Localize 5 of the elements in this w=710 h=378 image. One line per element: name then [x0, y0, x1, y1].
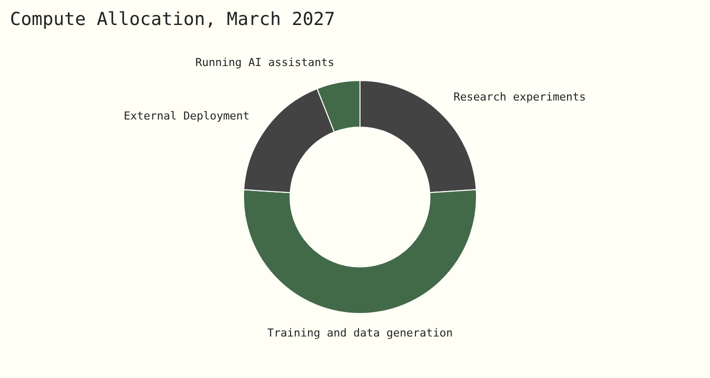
slice-label: Research experiments	[453, 90, 586, 104]
chart-title: Compute Allocation, March 2027	[10, 9, 336, 30]
slice-label: Training and data generation	[267, 326, 453, 340]
slice-label: Running AI assistants	[195, 56, 334, 69]
slice-label: External Deployment	[124, 110, 250, 123]
